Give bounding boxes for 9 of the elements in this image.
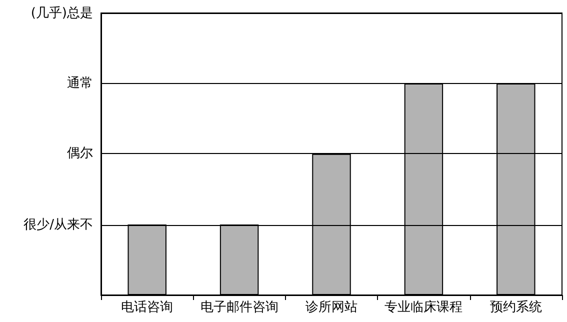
x-tick-label: 诊所网站 (306, 300, 358, 315)
x-tick-label: 预约系统 (490, 300, 542, 315)
ref-line-label: 通常 (67, 76, 93, 91)
x-tick-label: 电话咨询 (121, 300, 174, 315)
ref-line-label: (几乎)总是 (30, 6, 93, 22)
ref-line-label: 偶尔 (67, 146, 93, 161)
x-tick-label: 专业临床课程 (384, 300, 463, 315)
x-tick-label: 电子邮件咨询 (200, 300, 278, 315)
ref-line-label: 很少/从来不 (24, 218, 93, 233)
